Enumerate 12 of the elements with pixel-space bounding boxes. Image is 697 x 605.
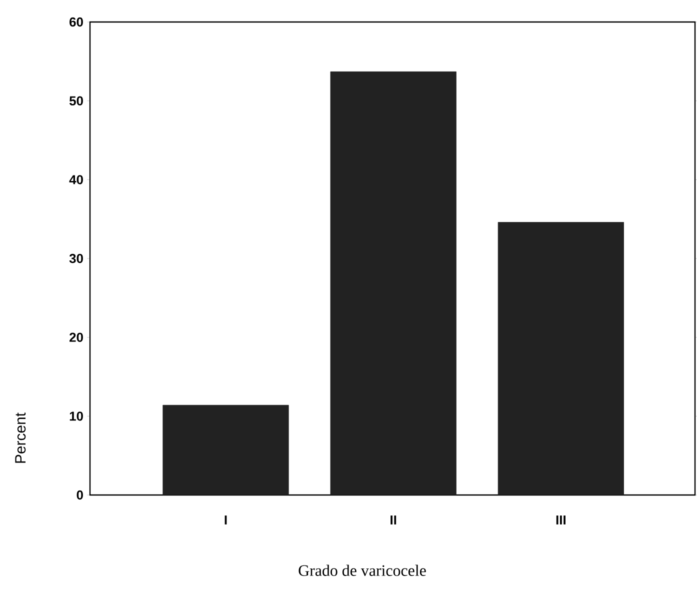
x-axis-title: Grado de varicocele — [298, 564, 426, 576]
x-tick-label: II — [390, 516, 396, 524]
y-tick-label: 0 — [76, 490, 83, 500]
y-tick-label: 20 — [70, 332, 83, 342]
y-tick-label: 30 — [69, 254, 83, 264]
y-tick-label: 40 — [69, 175, 83, 184]
x-tick-label: I — [224, 516, 227, 524]
y-axis-title: Percent — [15, 412, 26, 463]
y-tick-label: 10 — [70, 412, 83, 421]
y-tick-label: 50 — [69, 96, 83, 106]
y-tick-label: 60 — [70, 17, 83, 27]
x-tick-label: III — [556, 516, 566, 524]
